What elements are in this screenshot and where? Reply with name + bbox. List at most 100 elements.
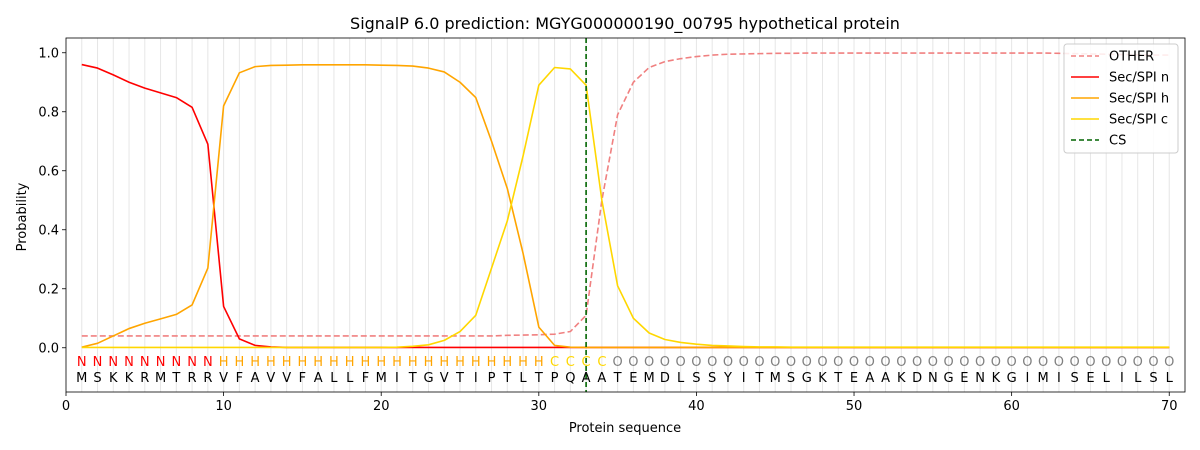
x-tick-label: 0 [62,399,70,414]
region-label: H [266,355,276,370]
region-label: N [140,355,150,370]
sequence-letter: K [125,371,134,386]
region-label: O [1133,355,1143,370]
sequence-letter: S [93,371,101,386]
sequence-letter: M [644,371,655,386]
region-label: H [376,355,386,370]
sequence-letter: T [833,371,842,386]
sequence-letter: L [1166,371,1174,386]
region-label: H [455,355,465,370]
region-label: O [975,355,985,370]
sequence-letter: G [1007,371,1017,386]
chart-title: SignalP 6.0 prediction: MGYG000000190_00… [350,14,900,34]
region-label: O [1117,355,1127,370]
sequence-letter: A [582,371,591,386]
sequence-letter: E [960,371,968,386]
region-label: O [849,355,859,370]
sequence-letter: S [787,371,795,386]
y-tick-label: 1.0 [38,46,59,61]
sequence-letter: A [865,371,874,386]
sequence-letter: G [944,371,954,386]
region-label: H [502,355,512,370]
region-label: N [203,355,213,370]
region-label: H [439,355,449,370]
series-line-sec-spi-h [81,64,1170,349]
legend-box [1063,43,1179,154]
sequence-letter: D [912,371,922,386]
region-label: H [234,355,244,370]
region-label: O [613,355,623,370]
x-tick-label: 60 [1003,399,1020,414]
sequence-letter: Q [565,371,575,386]
region-label: O [802,355,812,370]
region-label: O [1070,355,1080,370]
sequence-letter: K [109,371,118,386]
region-label: O [1054,355,1064,370]
axes-frame [65,37,1186,393]
region-label: O [739,355,749,370]
region-label: O [991,355,1001,370]
region-label: C [550,355,559,370]
x-tick-label: 20 [373,399,390,414]
sequence-letter: D [660,371,670,386]
sequence-letter: F [299,371,306,386]
region-label: H [471,355,481,370]
region-label: O [959,355,969,370]
sequence-letter: M [1038,371,1049,386]
sequence-letter: E [1086,371,1094,386]
region-label: O [1085,355,1095,370]
sequence-letter: I [1120,371,1124,386]
region-label: N [77,355,87,370]
region-label: O [896,355,906,370]
sequence-letter: P [488,371,496,386]
region-label: O [817,355,827,370]
y-axis-label: Probability [15,182,30,251]
sequence-letter: L [346,371,354,386]
region-label: O [1101,355,1111,370]
region-label: O [644,355,654,370]
sequence-letter: N [975,371,985,386]
sequence-letter: N [928,371,938,386]
region-label: H [424,355,434,370]
region-label: O [1164,355,1174,370]
y-tick-label: 0.6 [38,164,59,179]
sequence-letter: T [171,371,180,386]
region-label: H [219,355,229,370]
sequence-letter: K [897,371,906,386]
region-label: H [518,355,528,370]
series-line-sec-spi-c [81,66,1170,349]
region-label: O [660,355,670,370]
sequence-letter: L [1103,371,1111,386]
legend-entry-label: Sec/SPI c [1109,113,1168,128]
region-label: C [582,355,591,370]
sequence-letter: I [1025,371,1029,386]
region-label: N [156,355,166,370]
region-label: H [534,355,544,370]
sequence-letter: S [708,371,716,386]
region-label: H [487,355,497,370]
region-label: O [1038,355,1048,370]
sequence-letter: K [818,371,827,386]
series-line-sec-spi-n [81,63,1170,349]
y-tick-label: 0.0 [38,341,59,356]
sequence-letter: P [551,371,559,386]
region-label: O [1148,355,1158,370]
y-tick-label: 0.2 [38,282,59,297]
region-label: O [912,355,922,370]
region-label: H [392,355,402,370]
y-tick-label: 0.4 [38,223,59,238]
x-axis-label: Protein sequence [569,421,681,436]
series-line-other [81,52,1170,337]
region-label: N [171,355,181,370]
sequence-letter: T [408,371,417,386]
sequence-letter: A [314,371,323,386]
sequence-letter: S [692,371,700,386]
region-label: C [597,355,606,370]
sequence-letter: V [266,371,275,386]
region-label: O [880,355,890,370]
sequence-letter: L [1134,371,1142,386]
region-label: O [628,355,638,370]
region-label: H [313,355,323,370]
sequence-letter: V [282,371,291,386]
